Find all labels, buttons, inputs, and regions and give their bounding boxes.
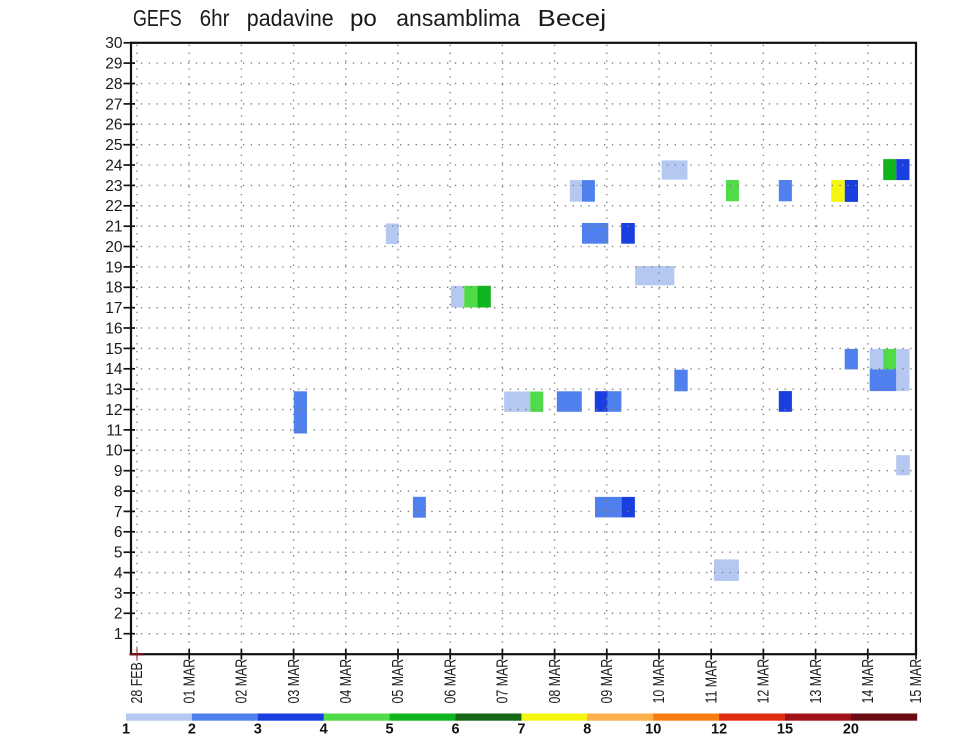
svg-text:4: 4 — [114, 565, 123, 582]
svg-text:8: 8 — [583, 722, 591, 738]
svg-text:1: 1 — [114, 626, 123, 643]
svg-text:02 MAR: 02 MAR — [232, 659, 250, 704]
svg-text:30: 30 — [105, 35, 123, 52]
svg-text:01 MAR: 01 MAR — [180, 659, 198, 704]
svg-text:ansamblima: ansamblima — [396, 5, 520, 31]
svg-text:13: 13 — [105, 382, 122, 399]
svg-text:19: 19 — [105, 259, 122, 276]
svg-text:07 MAR: 07 MAR — [493, 659, 511, 704]
svg-text:10 MAR: 10 MAR — [650, 659, 668, 704]
svg-text:10: 10 — [645, 722, 661, 738]
svg-text:28: 28 — [105, 76, 122, 93]
svg-text:po: po — [350, 5, 377, 30]
svg-text:15 MAR: 15 MAR — [907, 659, 925, 704]
svg-text:09 MAR: 09 MAR — [598, 659, 616, 704]
svg-text:6: 6 — [114, 524, 123, 541]
svg-text:20: 20 — [843, 722, 859, 738]
svg-text:6hr: 6hr — [200, 5, 230, 31]
svg-text:GEFS: GEFS — [133, 6, 182, 32]
svg-text:26: 26 — [105, 117, 122, 134]
svg-text:7: 7 — [114, 504, 123, 521]
svg-text:04 MAR: 04 MAR — [337, 659, 355, 704]
svg-text:6: 6 — [451, 722, 459, 738]
svg-text:10: 10 — [105, 443, 123, 460]
svg-text:29: 29 — [105, 56, 122, 73]
svg-text:06 MAR: 06 MAR — [441, 659, 459, 704]
svg-text:28 FEB: 28 FEB — [128, 662, 146, 703]
svg-text:18: 18 — [105, 280, 122, 297]
svg-text:14: 14 — [105, 361, 123, 378]
svg-text:4: 4 — [320, 722, 328, 738]
svg-text:15: 15 — [105, 341, 122, 358]
svg-text:12 MAR: 12 MAR — [754, 659, 772, 704]
svg-text:24: 24 — [105, 157, 123, 174]
svg-text:13 MAR: 13 MAR — [806, 659, 824, 704]
svg-text:22: 22 — [105, 198, 122, 215]
svg-text:Becej: Becej — [538, 6, 607, 31]
svg-text:08 MAR: 08 MAR — [545, 659, 563, 704]
svg-text:17: 17 — [105, 300, 122, 317]
svg-text:20: 20 — [105, 239, 123, 256]
svg-text:8: 8 — [114, 484, 123, 501]
svg-text:3: 3 — [254, 722, 262, 738]
svg-text:2: 2 — [114, 606, 123, 623]
svg-text:03 MAR: 03 MAR — [284, 659, 302, 704]
svg-text:2: 2 — [188, 722, 196, 738]
svg-text:11 MAR: 11 MAR — [702, 660, 720, 704]
svg-text:7: 7 — [517, 722, 525, 738]
svg-text:25: 25 — [105, 137, 122, 154]
svg-text:05 MAR: 05 MAR — [389, 659, 407, 704]
svg-text:12: 12 — [711, 722, 727, 738]
svg-text:9: 9 — [114, 463, 123, 480]
svg-text:11: 11 — [106, 422, 122, 439]
svg-text:27: 27 — [105, 96, 122, 113]
svg-text:3: 3 — [114, 585, 123, 602]
svg-text:padavine: padavine — [247, 5, 334, 31]
svg-text:5: 5 — [386, 722, 394, 738]
svg-text:23: 23 — [105, 178, 122, 195]
svg-text:1: 1 — [122, 722, 130, 738]
svg-text:15: 15 — [777, 722, 793, 738]
svg-text:12: 12 — [105, 402, 122, 419]
svg-text:5: 5 — [114, 545, 123, 562]
svg-text:21: 21 — [105, 219, 122, 236]
svg-text:14 MAR: 14 MAR — [859, 659, 877, 704]
svg-text:16: 16 — [105, 320, 122, 337]
